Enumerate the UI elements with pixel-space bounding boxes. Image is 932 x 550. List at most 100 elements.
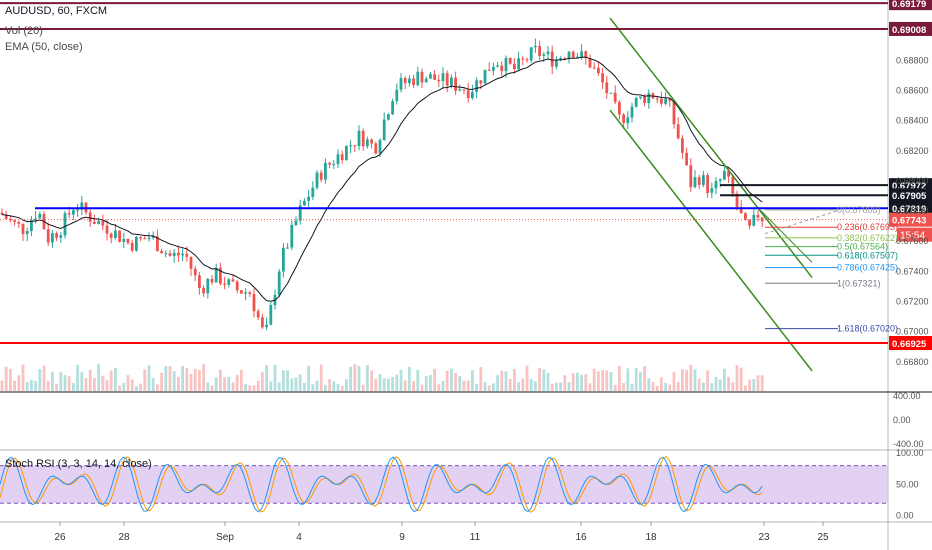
volume-bar	[403, 380, 407, 391]
candle-body	[542, 54, 546, 56]
candle-body	[227, 279, 231, 285]
candle-body	[349, 145, 352, 147]
candle-body	[412, 78, 415, 85]
volume-bar	[21, 364, 25, 391]
volume-bar	[101, 375, 105, 391]
volume-bar	[580, 374, 583, 391]
volume-bar	[609, 371, 613, 391]
time-tick-label: 4	[296, 532, 302, 543]
volume-bar	[366, 365, 369, 391]
candle-body	[340, 154, 344, 161]
volume-bar	[681, 369, 684, 391]
volume-bar	[702, 382, 705, 391]
fib-level-label: 1.618(0.67020)	[837, 324, 898, 334]
price-tick-label: 0.68200	[896, 146, 929, 156]
candle-body	[88, 212, 92, 222]
volume-bar	[660, 377, 663, 391]
candle-body	[307, 196, 310, 201]
candle-body	[248, 292, 252, 295]
candle-body	[513, 63, 516, 69]
candle-body	[51, 233, 54, 243]
volume-bar	[147, 365, 151, 391]
volume-bar	[500, 370, 504, 391]
volume-bar	[563, 375, 567, 391]
candle-body	[46, 229, 50, 243]
volume-bar	[718, 379, 722, 391]
volume-bar	[256, 380, 260, 391]
candle-body	[286, 247, 289, 249]
volume-bar	[416, 369, 420, 391]
volume-bar	[324, 384, 327, 391]
volume-bar	[748, 379, 751, 391]
volume-bar	[735, 365, 739, 391]
ema-line	[1, 56, 763, 302]
candle-body	[72, 210, 75, 215]
candle-body	[206, 279, 210, 294]
candle-body	[265, 324, 268, 328]
candle-body	[437, 79, 441, 82]
stoch-d-line	[0, 456, 763, 513]
volume-bar	[332, 381, 336, 391]
candle-body	[433, 74, 436, 80]
candle-body	[370, 139, 373, 144]
price-tick-label: 0.67600	[896, 236, 929, 246]
candle-body	[538, 45, 541, 56]
volume-bar	[235, 374, 239, 391]
volume-bar	[227, 376, 231, 391]
candle-body	[643, 96, 646, 104]
candle-body	[483, 69, 487, 84]
volume-bar	[508, 378, 512, 391]
descending-channel	[609, 17, 813, 372]
candle-body	[298, 205, 302, 221]
price-tick-label: 0.67200	[896, 297, 929, 307]
candle-body	[109, 233, 113, 238]
candle-body	[630, 106, 634, 118]
volume-bar	[542, 369, 546, 391]
candle-body	[324, 162, 327, 180]
volume-bar	[51, 371, 54, 391]
volume-bar	[177, 376, 180, 391]
volume-bar	[592, 368, 596, 391]
candle-body	[172, 252, 176, 256]
volume-bar	[714, 376, 718, 391]
volume-bar	[273, 364, 277, 391]
volume-bar	[613, 384, 617, 391]
candle-body	[55, 233, 58, 238]
candle-body	[403, 78, 407, 84]
volume-bar	[471, 370, 474, 391]
candle-body	[752, 214, 756, 226]
volume-bar	[122, 382, 126, 391]
candle-body	[13, 220, 16, 222]
candle-body	[9, 218, 12, 221]
candle-body	[748, 219, 751, 226]
volume-bar	[181, 365, 184, 391]
volume-bar	[487, 385, 491, 391]
volume-bar	[399, 369, 403, 391]
price-label-text: 0.67743	[892, 216, 926, 227]
volume-bar	[723, 368, 726, 391]
candle-body	[34, 218, 37, 221]
candle-body	[139, 237, 142, 239]
volume-bar	[223, 377, 226, 391]
candle-body	[261, 317, 264, 328]
volume-bar	[424, 376, 428, 391]
candle-body	[714, 181, 718, 189]
volume-bar	[370, 370, 373, 391]
volume-bar	[340, 385, 344, 391]
candle-body	[4, 214, 8, 219]
candle-body	[391, 101, 394, 115]
stoch-k-line	[0, 456, 763, 513]
price-tick-label: 0.66800	[896, 357, 929, 367]
volume-bar	[290, 378, 294, 391]
volume-bar	[454, 373, 457, 391]
volume-tick-label: 0.00	[893, 415, 911, 425]
candle-body	[181, 253, 184, 256]
volume-bar	[345, 379, 348, 391]
volume-bar	[17, 375, 21, 391]
candle-body	[626, 117, 630, 123]
stoch-rsi-band	[0, 465, 888, 504]
fibonacci-retracement: 0(0.67808)0.236(0.67693)0.382(0.67622)0.…	[764, 205, 898, 334]
volume-bar	[492, 383, 495, 391]
volume-bar	[697, 378, 701, 391]
